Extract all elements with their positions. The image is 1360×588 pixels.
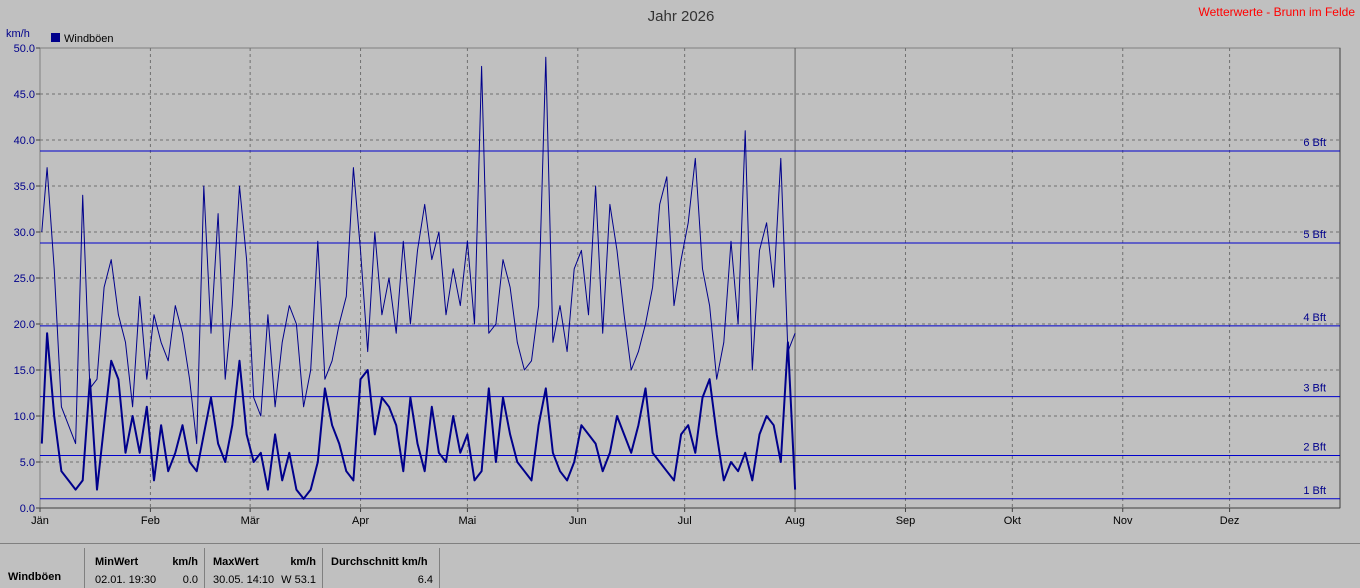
site-credit: Wetterwerte - Brunn im Felde [1199, 5, 1356, 19]
y-tick-label: 30.0 [14, 227, 35, 239]
legend-label: Windböen [64, 33, 114, 45]
stats-avg-column: Durchschnitt km/h 6.4 [322, 548, 440, 588]
beaufort-label: 6 Bft [1303, 137, 1326, 149]
chart: Jahr 2026 Wetterwerte - Brunn im Felde k… [6, 5, 1356, 527]
stats-min-value: 0.0 [182, 574, 198, 586]
x-tick-label: Aug [785, 515, 805, 527]
stats-min-unit: km/h [172, 556, 198, 568]
legend-swatch [51, 33, 60, 42]
stats-min-column: MinWert km/h 02.01. 19:30 0.0 [84, 548, 204, 588]
y-tick-label: 5.0 [20, 457, 35, 469]
x-tick-label: Sep [896, 515, 916, 527]
x-tick-label: Okt [1004, 515, 1021, 527]
beaufort-label: 4 Bft [1303, 312, 1326, 324]
stats-min-time: 02.01. 19:30 [95, 574, 157, 586]
stats-max-header: MaxWert [213, 556, 259, 568]
series-line [40, 332, 797, 500]
x-tick-label: Feb [141, 515, 160, 527]
y-axis-unit: km/h [6, 28, 30, 40]
stats-row-label: Windböen [8, 571, 62, 583]
stats-table: Windböen MinWert km/h 02.01. 19:30 0.0 M… [0, 543, 1360, 588]
chart-title: Jahr 2026 [648, 8, 715, 25]
stats-max-value: W 53.1 [281, 574, 316, 586]
x-tick-label: Jun [569, 515, 587, 527]
y-tick-label: 35.0 [14, 181, 35, 193]
y-tick-label: 0.0 [20, 503, 35, 515]
legend: Windböen [51, 33, 114, 45]
x-tick-label: Nov [1113, 515, 1133, 527]
stats-avg-value: 6.4 [417, 574, 433, 586]
stats-max-unit: km/h [290, 556, 316, 568]
beaufort-label: 3 Bft [1303, 383, 1326, 395]
stats-avg-header: Durchschnitt km/h [331, 556, 428, 568]
series-line [41, 56, 796, 445]
y-tick-label: 15.0 [14, 365, 35, 377]
stats-max-column: MaxWert km/h 30.05. 14:10 W 53.1 [204, 548, 322, 588]
beaufort-label: 1 Bft [1303, 485, 1326, 497]
x-tick-label: Jul [678, 515, 692, 527]
stats-min-header: MinWert [95, 556, 139, 568]
x-tick-label: Dez [1220, 515, 1240, 527]
x-tick-label: Mär [241, 515, 260, 527]
y-tick-label: 45.0 [14, 89, 35, 101]
y-tick-label: 50.0 [14, 43, 35, 55]
y-tick-label: 20.0 [14, 319, 35, 331]
beaufort-label: 5 Bft [1303, 229, 1326, 241]
stats-max-time: 30.05. 14:10 [213, 574, 275, 586]
y-tick-label: 25.0 [14, 273, 35, 285]
y-tick-label: 10.0 [14, 411, 35, 423]
y-tick-label: 40.0 [14, 135, 35, 147]
beaufort-label: 2 Bft [1303, 442, 1326, 454]
x-tick-label: Mai [459, 515, 477, 527]
x-tick-label: Apr [352, 515, 369, 527]
x-tick-label: Jän [31, 515, 49, 527]
